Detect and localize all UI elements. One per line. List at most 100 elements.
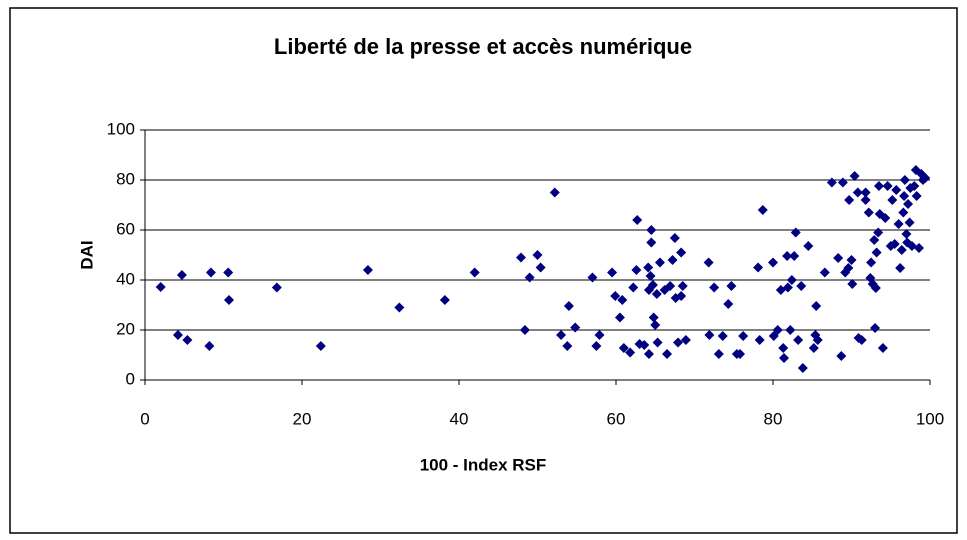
- point: [768, 257, 778, 268]
- y-tick-label: 40: [116, 269, 135, 288]
- point: [563, 301, 574, 311]
- point: [726, 281, 737, 291]
- point: [516, 252, 527, 263]
- point: [847, 279, 858, 289]
- point: [898, 207, 909, 218]
- point: [803, 241, 814, 251]
- x-tick-label: 40: [450, 409, 469, 428]
- point: [677, 281, 688, 291]
- point: [155, 282, 166, 292]
- point: [650, 320, 661, 330]
- point: [535, 262, 546, 273]
- x-tick-label: 20: [293, 409, 312, 428]
- point: [904, 217, 915, 228]
- point: [647, 280, 658, 290]
- y-tick-label: 0: [126, 369, 135, 388]
- point: [645, 271, 656, 281]
- point: [863, 207, 874, 218]
- point: [849, 171, 860, 181]
- point: [549, 187, 560, 198]
- point: [617, 295, 628, 305]
- point: [882, 181, 893, 191]
- point: [652, 337, 663, 348]
- x-tick-label: 0: [140, 409, 149, 428]
- point: [738, 331, 749, 341]
- point: [631, 265, 642, 275]
- point: [651, 289, 662, 299]
- point: [643, 262, 654, 273]
- point: [826, 177, 837, 188]
- point: [176, 270, 187, 280]
- point: [899, 175, 910, 185]
- point: [469, 267, 480, 278]
- point: [591, 341, 602, 351]
- point: [852, 187, 863, 198]
- point: [182, 335, 193, 345]
- point: [870, 283, 881, 293]
- point: [614, 312, 625, 323]
- point: [793, 335, 804, 345]
- x-axis-label: 100 - Index RSF: [420, 455, 547, 474]
- point: [796, 281, 807, 291]
- chart-frame: [9, 7, 958, 534]
- point: [673, 337, 684, 348]
- point: [524, 272, 535, 283]
- point: [819, 267, 830, 278]
- point: [778, 343, 789, 353]
- y-tick-label: 20: [116, 319, 135, 338]
- point: [643, 349, 654, 359]
- point: [680, 335, 691, 345]
- point: [856, 335, 867, 345]
- point: [532, 250, 543, 260]
- x-tick-label: 100: [916, 409, 944, 428]
- point: [713, 349, 724, 359]
- point: [717, 331, 728, 341]
- point: [889, 239, 900, 249]
- y-tick-label: 60: [116, 219, 135, 238]
- point: [860, 195, 871, 205]
- point: [607, 267, 618, 278]
- point: [709, 282, 720, 293]
- point: [562, 341, 573, 351]
- point: [808, 343, 819, 353]
- point: [906, 241, 917, 251]
- point: [782, 282, 793, 293]
- point: [811, 301, 822, 311]
- point: [873, 181, 884, 191]
- point: [205, 267, 216, 278]
- point: [667, 255, 678, 265]
- y-axis-label: DAI: [77, 240, 96, 269]
- point: [665, 281, 676, 291]
- point: [903, 199, 914, 209]
- point: [704, 330, 715, 340]
- point: [812, 335, 823, 345]
- point: [703, 257, 714, 268]
- point: [772, 325, 783, 335]
- point: [362, 265, 373, 275]
- point: [646, 237, 657, 248]
- point: [662, 349, 673, 359]
- point: [789, 251, 800, 261]
- point: [785, 325, 796, 335]
- point: [610, 291, 621, 301]
- point: [204, 341, 215, 351]
- point: [873, 227, 884, 238]
- point: [439, 295, 450, 305]
- point: [837, 177, 848, 188]
- point: [914, 243, 925, 253]
- point: [754, 335, 765, 345]
- point: [846, 255, 857, 265]
- point: [669, 233, 680, 243]
- point: [782, 251, 793, 261]
- point: [786, 275, 797, 285]
- point: [632, 215, 643, 225]
- point: [223, 267, 234, 278]
- point: [844, 195, 855, 205]
- point: [654, 257, 665, 268]
- point: [790, 227, 801, 238]
- point: [860, 187, 871, 198]
- point: [646, 225, 657, 235]
- point: [896, 245, 907, 255]
- point: [519, 325, 530, 335]
